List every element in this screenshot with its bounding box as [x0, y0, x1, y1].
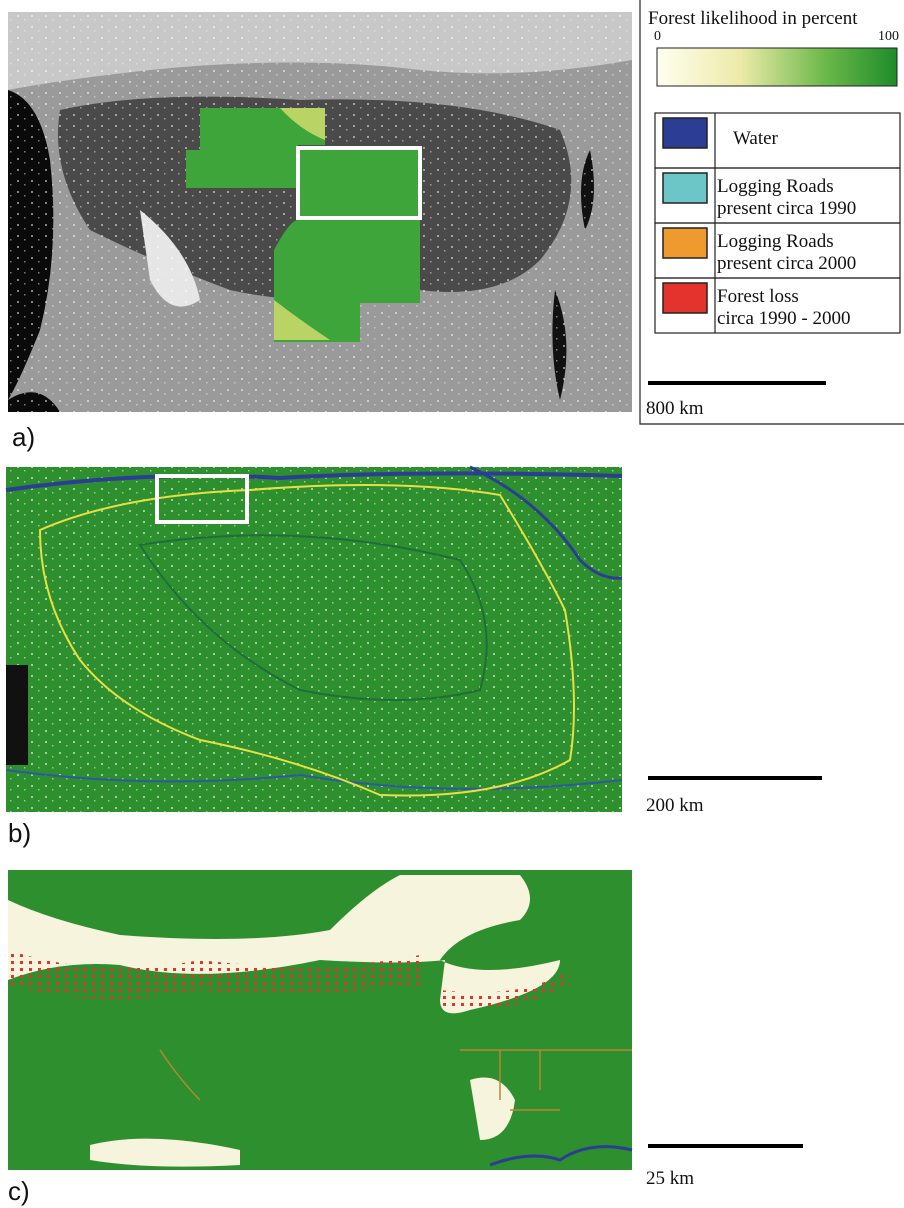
legend-label: Forest loss	[717, 286, 799, 307]
legend-label: Water	[733, 128, 779, 149]
forest	[8, 870, 632, 1170]
legend-title: Forest likelihood in percent	[648, 8, 858, 29]
map-b	[6, 467, 622, 812]
map-a	[8, 12, 632, 412]
legend-label: present circa 2000	[717, 253, 856, 274]
legend-swatch	[663, 118, 707, 148]
body: Forest likelihood in percent 0 100 Water…	[0, 0, 904, 1208]
panel-label: a)	[12, 422, 35, 452]
scale-label: 200 km	[646, 795, 704, 816]
legend-label: Logging Roads	[717, 231, 834, 252]
legend-label: present circa 1990	[717, 198, 856, 219]
legend-label: Logging Roads	[717, 176, 834, 197]
panel-label: b)	[8, 818, 31, 848]
gradient-bar	[657, 48, 897, 86]
gradient-min: 0	[654, 29, 661, 44]
legend-label: circa 1990 - 2000	[717, 308, 850, 329]
legend-swatch	[663, 228, 707, 258]
map-c	[8, 870, 632, 1170]
page: {"legend":{"title":"Forest likelihood in…	[0, 0, 904, 1208]
legend-swatch	[663, 173, 707, 203]
panel-label: c)	[8, 1176, 30, 1206]
scale-label: 800 km	[646, 398, 704, 419]
gradient-max: 100	[878, 29, 899, 44]
texture	[6, 467, 622, 812]
figure: Forest likelihood in percent 0 100 Water…	[0, 0, 904, 1208]
legend-swatch	[663, 283, 707, 313]
scale-label: 25 km	[646, 1168, 694, 1189]
no-data	[6, 665, 28, 765]
